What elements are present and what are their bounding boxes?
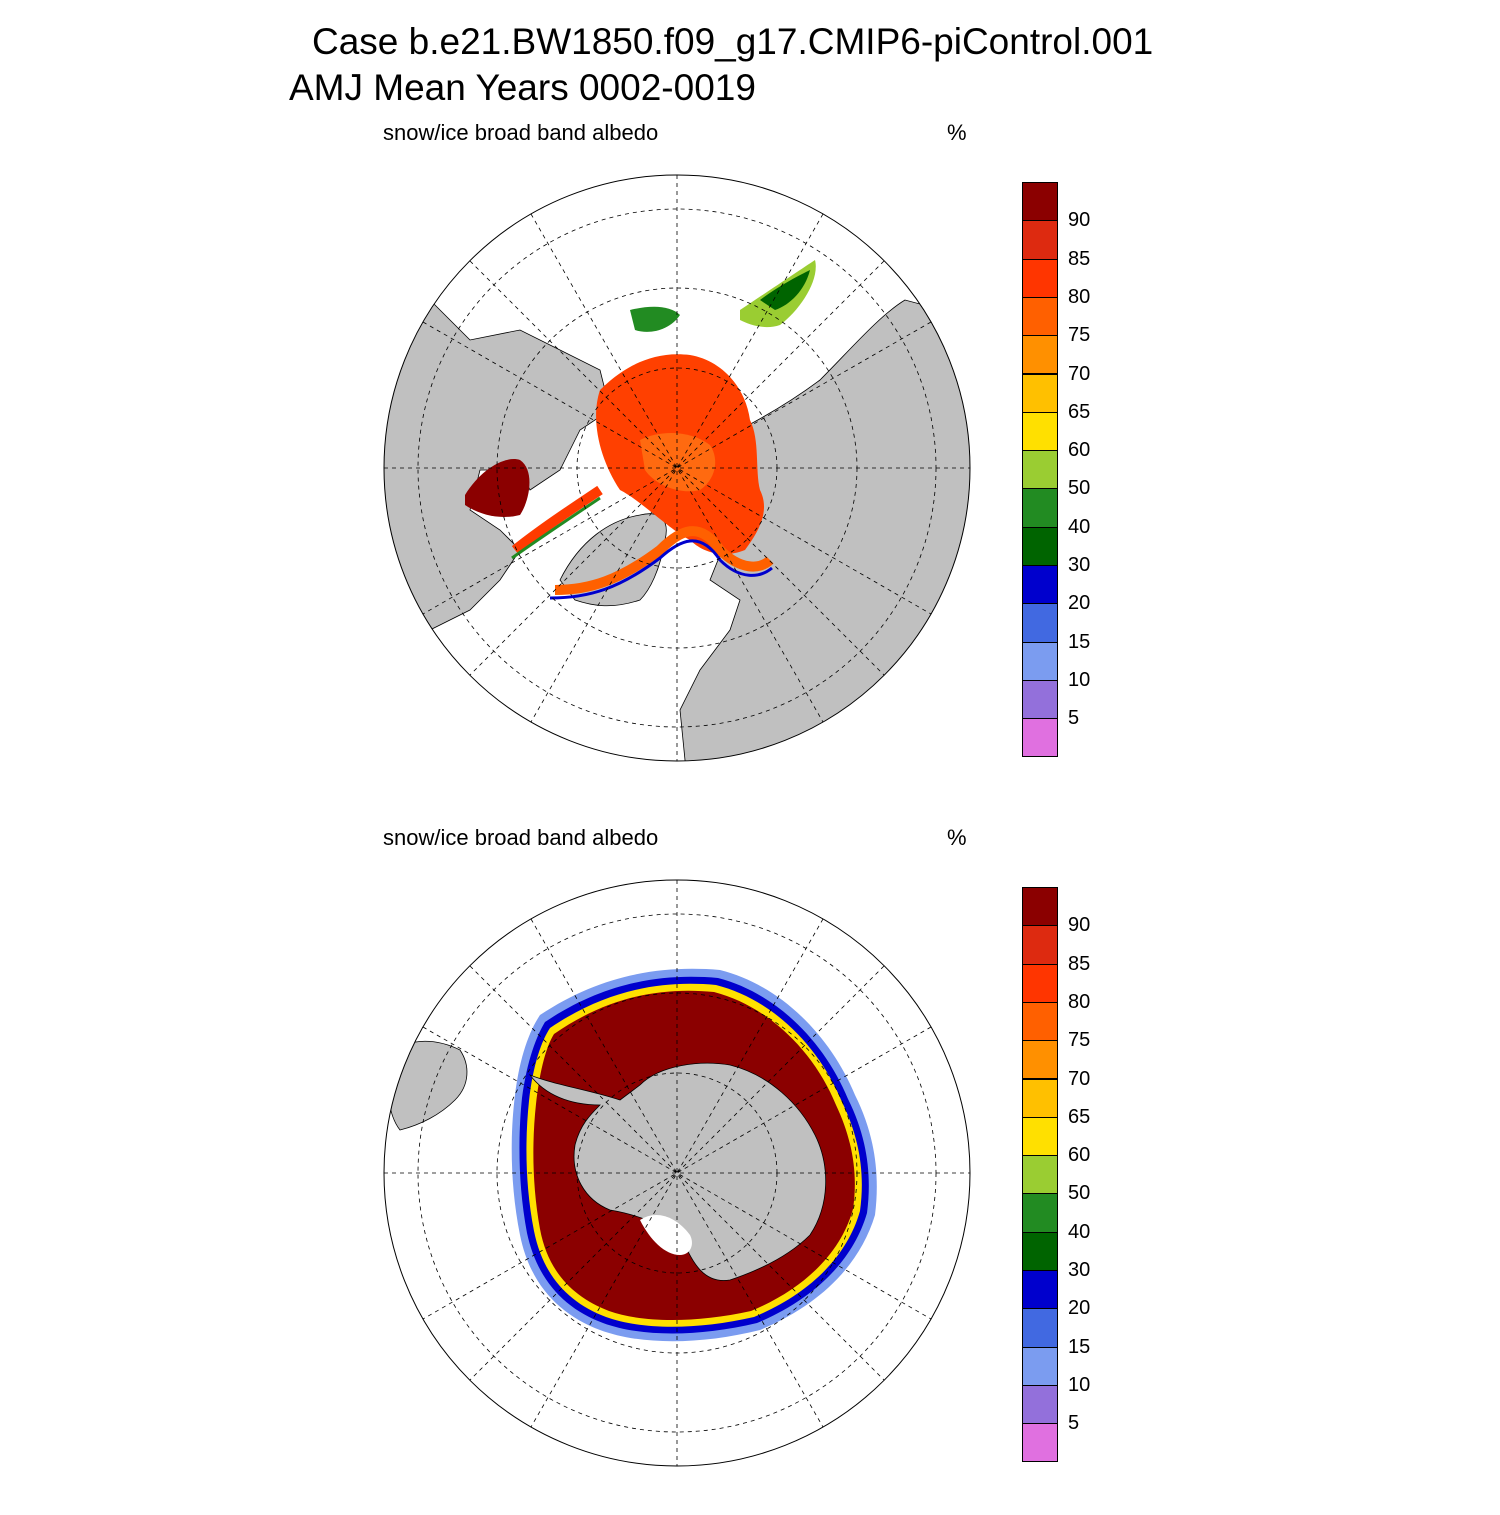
colorbar-tick-label: 50 <box>1068 1182 1091 1205</box>
colorbar-swatch <box>1022 373 1058 413</box>
colorbar-tick-label: 75 <box>1068 324 1091 347</box>
colorbar-swatch <box>1022 1270 1058 1310</box>
north-polar-map <box>383 174 971 762</box>
colorbar-swatch <box>1022 1346 1058 1386</box>
colorbar-tick-label: 20 <box>1068 592 1091 615</box>
colorbar-swatch <box>1022 296 1058 337</box>
atlantic-ice-edge-blue <box>549 539 773 600</box>
colorbar-swatch <box>1022 488 1058 528</box>
units-label: % <box>947 825 967 850</box>
colorbar-tick-label: 80 <box>1068 990 1091 1013</box>
colorbar-swatch <box>1022 603 1058 643</box>
colorbar-tick-label: 5 <box>1068 707 1080 730</box>
colorbar-tick-label: 70 <box>1068 1067 1091 1090</box>
south-america-landmass <box>387 1040 468 1131</box>
colorbar-tick-label: 40 <box>1068 1220 1091 1243</box>
colorbar: 5 10 15 20 30 40 50 60 65 70 75 80 85 90 <box>1022 887 1090 1463</box>
colorbar-swatch <box>1022 641 1058 681</box>
colorbar-tick-label: 40 <box>1068 515 1091 538</box>
colorbar-swatch <box>1022 1078 1058 1118</box>
colorbar-tick-label: 10 <box>1068 668 1091 691</box>
colorbar-swatch <box>1022 1193 1058 1233</box>
atlantic-ice-edge <box>554 526 774 595</box>
colorbar-tick-label: 10 <box>1068 1373 1091 1396</box>
colorbar-tick-label: 65 <box>1068 1105 1091 1128</box>
ross-ice-shelf <box>640 1215 692 1255</box>
colorbar-tick-label: 15 <box>1068 1335 1091 1358</box>
colorbar-tick-label: 90 <box>1068 914 1091 937</box>
colorbar-tick-label: 80 <box>1068 285 1091 308</box>
colorbar-tick-label: 60 <box>1068 1144 1091 1167</box>
colorbar-swatch <box>1022 450 1058 490</box>
colorbar-tick-label: 30 <box>1068 1259 1091 1281</box>
map-boundary <box>383 174 971 762</box>
baffin-ice-edge-green <box>511 496 601 560</box>
okhotsk-ice-core <box>760 270 810 310</box>
figure-title: Case b.e21.BW1850.f09_g17.CMIP6-piContro… <box>312 21 1154 62</box>
colorbar-tick-label: 90 <box>1068 209 1091 232</box>
colorbar-swatch <box>1022 963 1058 1003</box>
colorbar-swatch <box>1022 1001 1058 1042</box>
colorbar-tick-label: 20 <box>1068 1297 1091 1320</box>
bering-ice <box>630 306 680 332</box>
colorbar-swatch <box>1022 1423 1058 1463</box>
south-polar-map <box>383 879 971 1467</box>
colorbar-swatch <box>1022 220 1058 260</box>
colorbar-swatch <box>1022 411 1058 452</box>
colorbar-swatch <box>1022 182 1058 222</box>
variable-label: snow/ice broad band albedo <box>383 120 659 145</box>
colorbar-swatch <box>1022 1231 1058 1271</box>
south-polar-panel: snow/ice broad band albedo % <box>0 815 1500 1515</box>
colorbar-tick-label: 15 <box>1068 630 1091 653</box>
colorbar-tick-label: 85 <box>1068 952 1091 975</box>
map-boundary <box>383 879 971 1467</box>
colorbar-tick-label: 30 <box>1068 554 1091 576</box>
colorbar-swatch <box>1022 887 1058 927</box>
colorbar-swatch <box>1022 679 1058 720</box>
hudson-bay-ice <box>465 459 530 517</box>
colorbar-swatch <box>1022 526 1058 566</box>
colorbar-swatch <box>1022 925 1058 965</box>
colorbar-tick-label: 60 <box>1068 439 1091 462</box>
colorbar-swatch <box>1022 1116 1058 1157</box>
north-polar-panel: snow/ice broad band albedo % <box>0 110 1500 810</box>
variable-label: snow/ice broad band albedo <box>383 825 659 850</box>
graticule <box>384 175 970 761</box>
colorbar-swatch <box>1022 258 1058 298</box>
colorbar-tick-label: 85 <box>1068 247 1091 270</box>
colorbar-swatch <box>1022 1040 1058 1080</box>
colorbar-swatch <box>1022 565 1058 605</box>
colorbar-swatch <box>1022 1308 1058 1348</box>
graticule <box>384 880 970 1466</box>
colorbar-tick-label: 70 <box>1068 362 1091 385</box>
colorbar-tick-label: 75 <box>1068 1029 1091 1052</box>
arctic-ice-core <box>640 433 716 492</box>
figure-subtitle: AMJ Mean Years 0002-0019 <box>289 67 756 108</box>
colorbar-tick-label: 65 <box>1068 400 1091 423</box>
units-label: % <box>947 120 967 145</box>
colorbar: 5 10 15 20 30 40 50 60 65 70 75 80 85 90 <box>1022 182 1090 758</box>
colorbar-swatch <box>1022 718 1058 758</box>
colorbar-tick-label: 5 <box>1068 1412 1080 1435</box>
colorbar-swatch <box>1022 335 1058 375</box>
baffin-ice-edge <box>511 485 603 554</box>
colorbar-swatch <box>1022 1384 1058 1425</box>
colorbar-tick-label: 50 <box>1068 477 1091 500</box>
colorbar-swatch <box>1022 1155 1058 1195</box>
